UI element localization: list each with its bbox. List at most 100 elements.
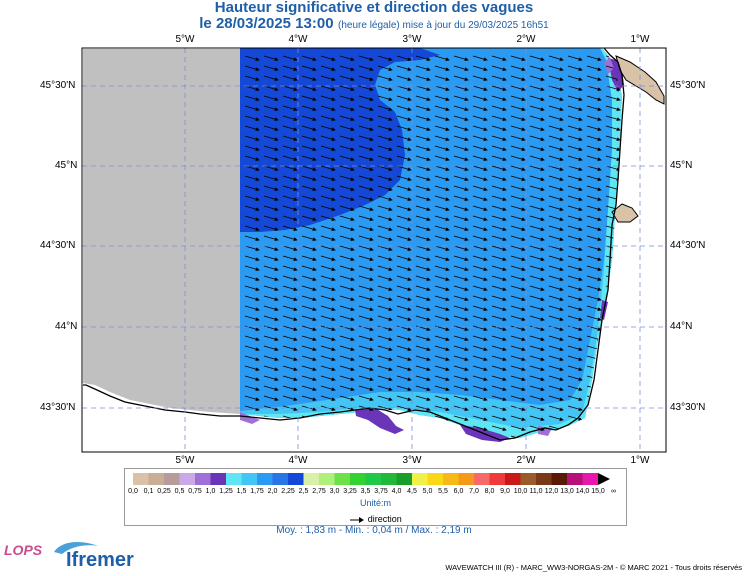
direction-arrow [263,135,279,142]
direction-arrow [434,135,450,142]
direction-arrow [415,315,431,322]
legend-tick-label: 11,0 [529,488,543,495]
legend-tick-label: 3,0 [329,488,340,495]
direction-arrow [320,75,336,82]
out-of-domain-area [83,49,240,414]
direction-arrow [434,105,450,112]
direction-arrow [282,115,298,122]
direction-arrow [263,75,279,82]
direction-arrow [244,225,260,232]
direction-arrow [491,105,507,112]
direction-arrow [529,115,545,122]
direction-arrow [491,335,507,342]
direction-arrow [415,125,431,132]
direction-arrow [263,315,279,322]
direction-arrow [434,115,450,122]
direction-arrow [472,275,488,282]
direction-arrow [244,395,260,402]
direction-arrow [472,345,488,352]
lon-label-top: 4°W [288,34,308,45]
direction-arrow [510,275,526,282]
direction-arrow [567,95,583,102]
direction-arrow [339,235,355,242]
direction-arrow [263,65,279,72]
lon-label-top: 1°W [630,34,650,45]
direction-arrow [244,315,260,322]
direction-arrow [320,145,336,152]
direction-arrow [339,155,355,162]
direction-arrow [301,355,317,362]
direction-arrow [320,355,336,362]
direction-arrow [396,65,412,72]
direction-arrow [358,265,374,272]
direction-arrow [510,235,526,242]
lon-label-bottom: 5°W [175,455,195,466]
page-subtitle: le 28/03/2025 13:00 (heure légale) mise … [0,16,748,34]
direction-arrow [396,235,412,242]
lon-label-bottom: 2°W [516,455,536,466]
direction-arrow [263,215,279,222]
direction-arrow [282,305,298,312]
direction-arrow [282,235,298,242]
direction-arrow [282,205,298,212]
direction-arrow [339,295,355,302]
direction-arrow [301,255,317,262]
direction-arrow [339,135,355,142]
direction-arrow [377,345,393,352]
direction-arrow [586,75,602,82]
direction-arrow [396,195,412,202]
direction-arrow [244,345,260,352]
direction-arrow [548,145,564,152]
direction-arrow [377,335,393,342]
direction-arrow [301,325,317,332]
direction-arrow [396,375,412,382]
direction-arrow [244,295,260,302]
direction-arrow [567,145,583,152]
direction-arrow [472,385,488,392]
direction-arrow [320,165,336,172]
direction-arrow [263,275,279,282]
legend-color-cell [381,473,397,485]
direction-arrow [358,125,374,132]
direction-arrow [282,185,298,192]
direction-arrow [434,55,450,62]
direction-arrow [529,375,545,382]
direction-arrow [301,95,317,102]
direction-arrow [491,215,507,222]
direction-arrow [491,365,507,372]
direction-arrow [244,65,260,72]
direction-arrow [263,395,279,402]
direction-arrow [396,95,412,102]
direction-arrow [510,135,526,142]
direction-arrow [244,185,260,192]
legend-tick-label: 1,0 [205,488,216,495]
direction-arrow [586,115,602,122]
direction-arrow [415,175,431,182]
direction-arrow [396,355,412,362]
direction-arrow [548,75,564,82]
direction-arrow [586,85,602,92]
direction-arrow [358,115,374,122]
footer-credit: WAVEWATCH III (R) - MARC_WW3-NORGAS-2M -… [445,563,742,572]
direction-arrow [434,145,450,152]
direction-arrow [320,205,336,212]
direction-arrow [339,105,355,112]
direction-arrow [301,135,317,142]
lat-label-right: 43°30'N [670,402,706,413]
direction-arrow [263,375,279,382]
direction-arrow [282,95,298,102]
direction-arrow [567,155,583,162]
direction-arrow [434,235,450,242]
direction-arrow [491,265,507,272]
direction-arrow [491,155,507,162]
direction-arrow [377,165,393,172]
direction-arrow [567,375,583,382]
direction-arrow [472,75,488,82]
direction-arrow [339,205,355,212]
direction-arrow [472,245,488,252]
direction-arrow [263,245,279,252]
direction-arrow [377,295,393,302]
direction-arrow [567,65,583,72]
direction-arrow [491,375,507,382]
direction-arrow [377,105,393,112]
